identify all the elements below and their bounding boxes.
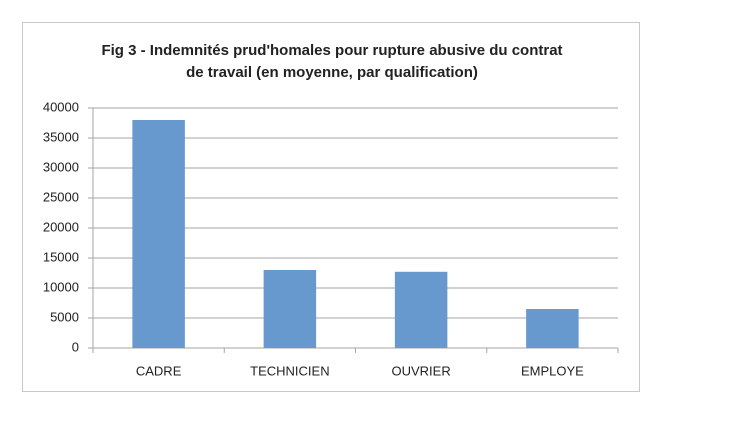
bar [132, 120, 185, 348]
bar [263, 270, 317, 348]
y-tick-label: 15000 [43, 249, 79, 264]
y-tick-label: 35000 [43, 129, 79, 144]
y-tick-label: 0 [72, 339, 79, 354]
y-tick-label: 5000 [50, 309, 79, 324]
y-tick-label: 20000 [43, 219, 79, 234]
y-tick-label: 30000 [43, 159, 79, 174]
x-tick-label: CADRE [136, 363, 182, 378]
y-tick-label: 25000 [43, 189, 79, 204]
y-tick-label: 40000 [43, 99, 79, 114]
x-tick-label: EMPLOYE [521, 363, 584, 378]
bar [394, 271, 448, 348]
y-tick-label: 10000 [43, 279, 79, 294]
x-tick-label: TECHNICIEN [250, 363, 329, 378]
chart-frame [22, 22, 640, 392]
x-tick-label: OUVRIER [392, 363, 451, 378]
chart-title: Fig 3 - Indemnités prud'homales pour rup… [101, 42, 563, 81]
bar [526, 309, 579, 348]
